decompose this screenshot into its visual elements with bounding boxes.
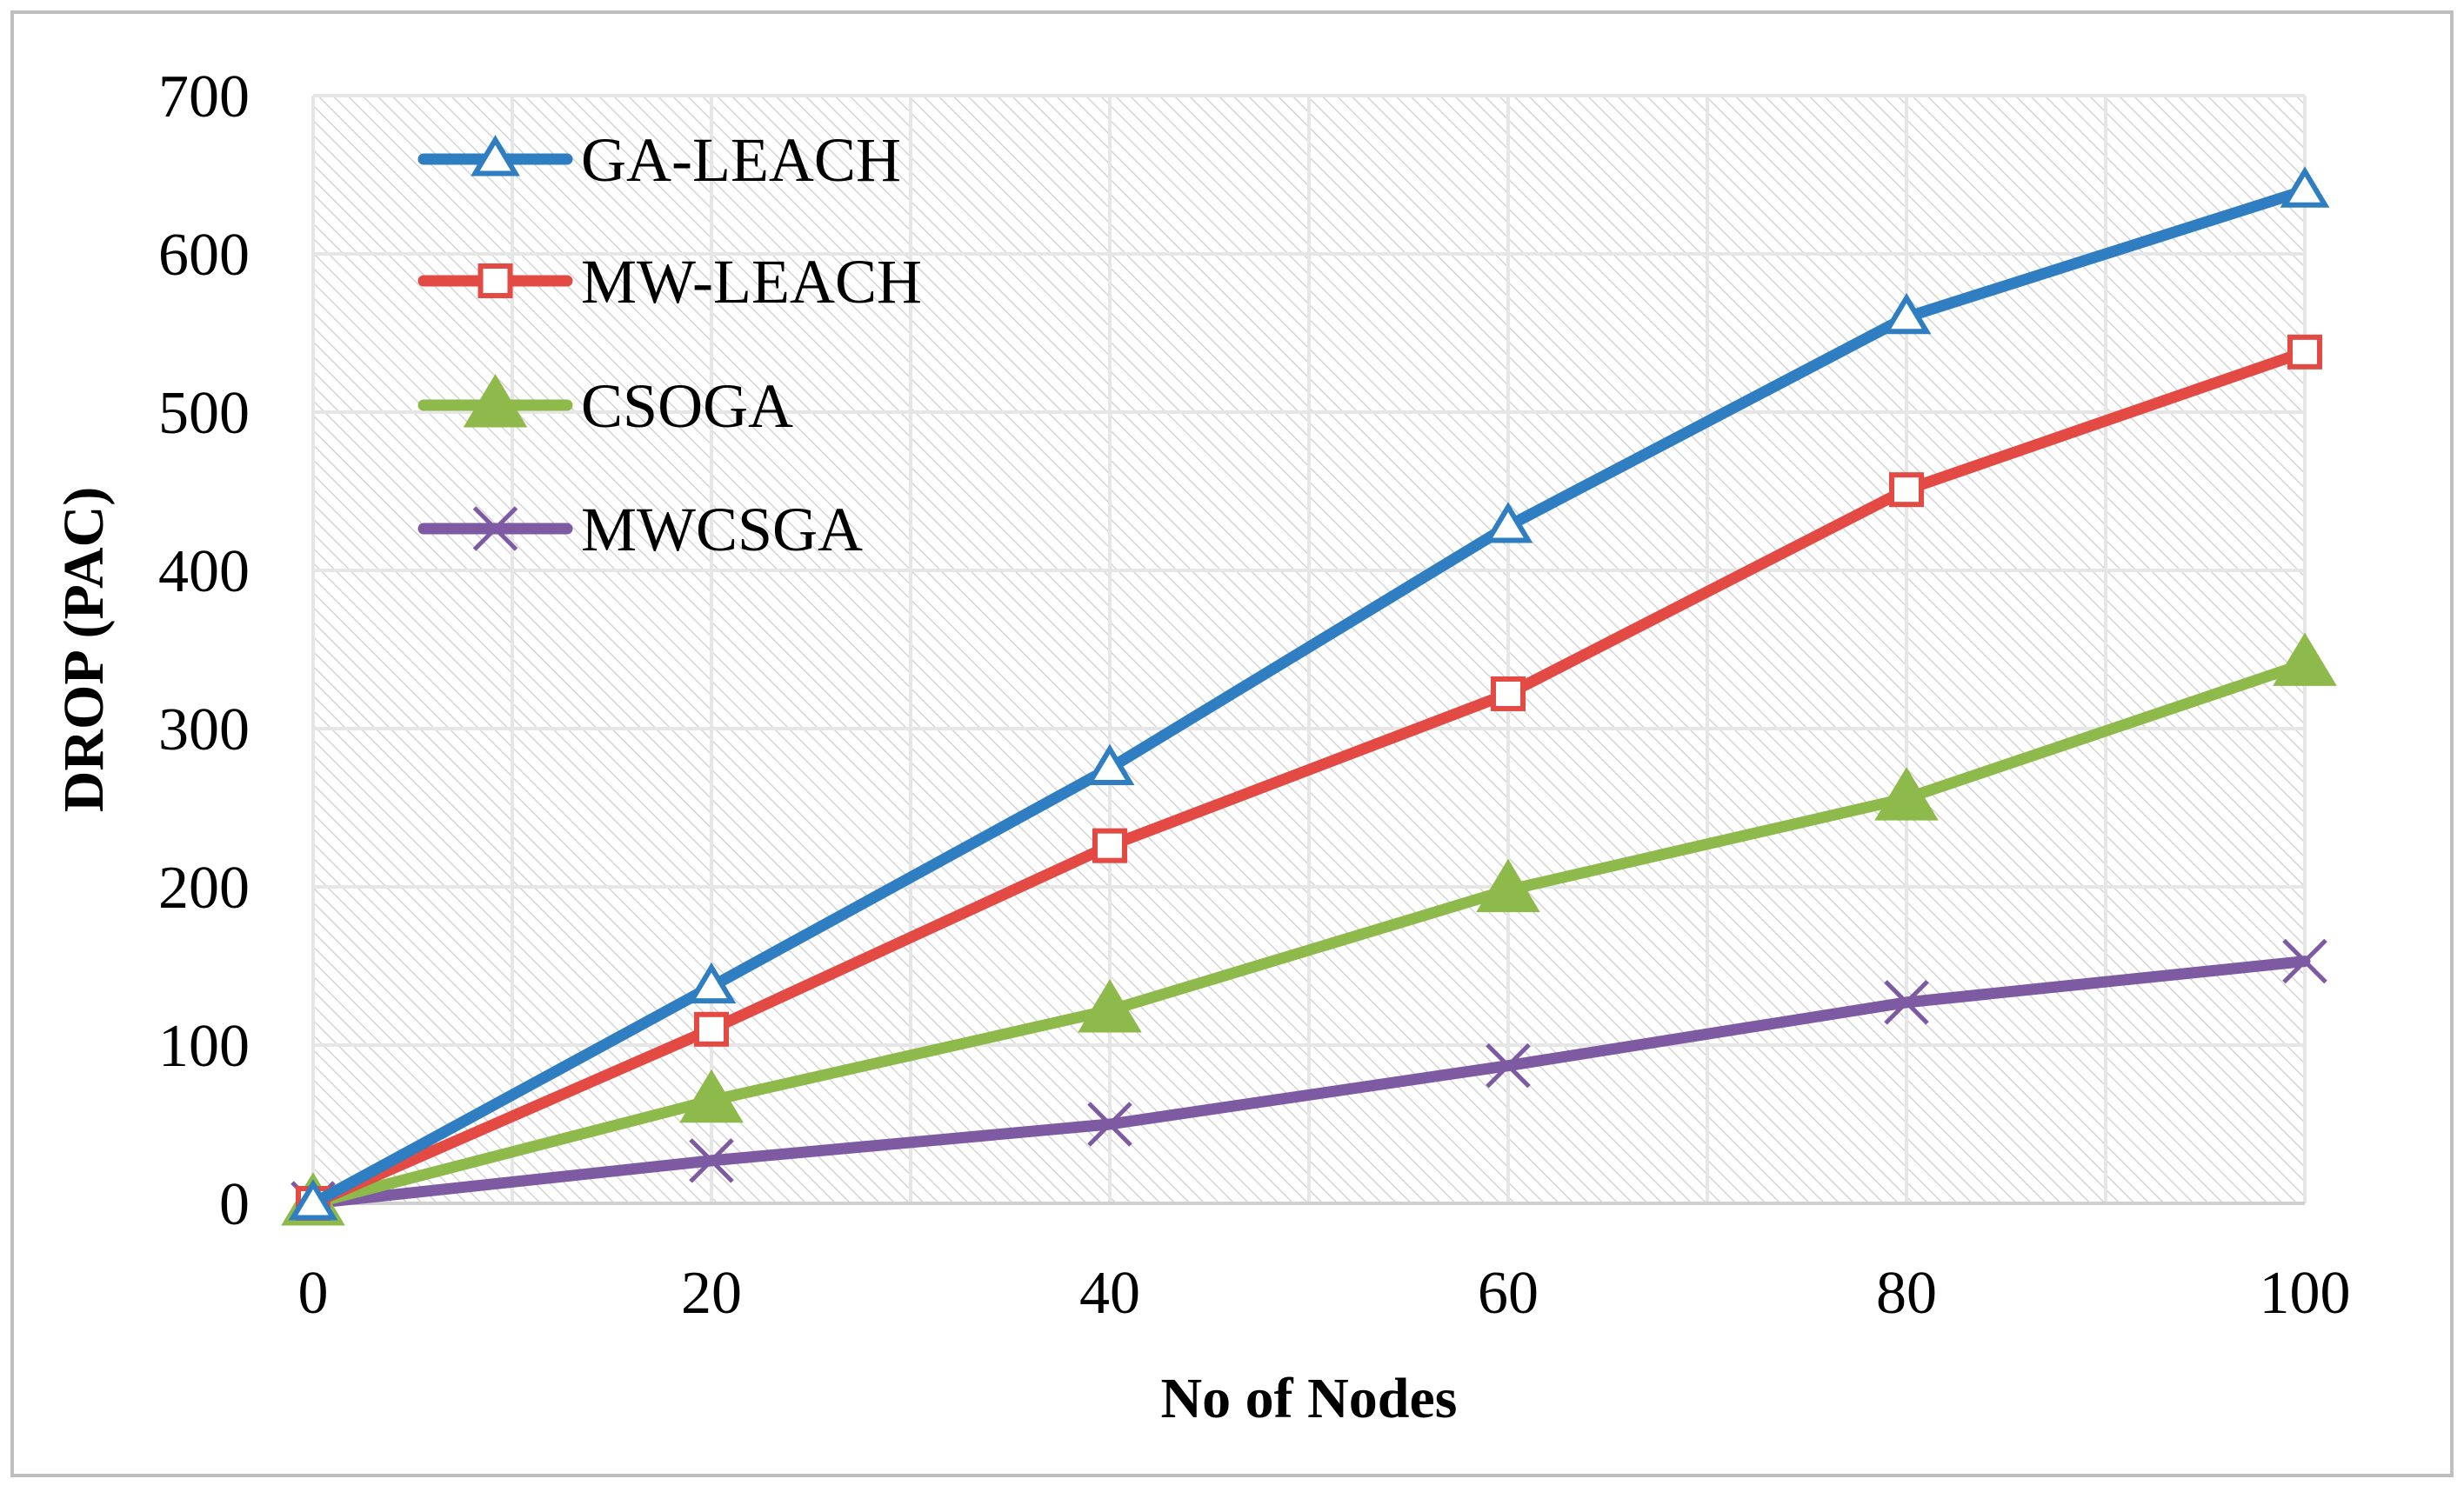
y-axis-title: DROP (PAC) bbox=[52, 487, 116, 813]
data-point-ga-leach bbox=[1085, 743, 1135, 785]
x-tick-label: 40 bbox=[1079, 1260, 1140, 1327]
y-tick-label: 400 bbox=[158, 538, 250, 605]
legend-marker bbox=[472, 506, 518, 551]
data-point-csoga bbox=[1874, 767, 1939, 821]
data-point-ga-leach bbox=[288, 1179, 338, 1221]
y-tick-label: 200 bbox=[158, 855, 250, 922]
legend-marker bbox=[477, 263, 513, 298]
axes: 0 100 200 300 400 500 600 700 0 20 40 60 80 100 bbox=[158, 63, 2351, 1327]
legend-item-mw-leach: MW-LEACH bbox=[417, 247, 922, 316]
x-tick-label: 80 bbox=[1876, 1260, 1937, 1327]
legend: GA-LEACH MW-LEACH CSOGA MWCSGA bbox=[417, 125, 922, 564]
legend-label: MWCSGA bbox=[581, 495, 863, 564]
data-point-mw-leach bbox=[694, 1011, 729, 1047]
x-axis-title: No of Nodes bbox=[1161, 1367, 1458, 1430]
legend-marker bbox=[463, 374, 528, 428]
data-point-mwcsga bbox=[1087, 1102, 1132, 1147]
data-point-csoga bbox=[1078, 979, 1142, 1033]
data-point-mw-leach bbox=[1092, 828, 1127, 863]
y-tick-label: 100 bbox=[158, 1013, 250, 1080]
data-point-mw-leach bbox=[1889, 472, 1924, 508]
series-ga-leach bbox=[288, 166, 2330, 1221]
data-point-ga-leach bbox=[1483, 502, 1533, 543]
data-point-mwcsga bbox=[1486, 1042, 1531, 1089]
series-line-mwcsga bbox=[307, 956, 2311, 1209]
data-point-mw-leach bbox=[2287, 334, 2322, 370]
data-point-csoga bbox=[2273, 632, 2337, 686]
x-tick-label: 0 bbox=[298, 1260, 329, 1327]
series-line-mw-leach bbox=[307, 346, 2311, 1209]
data-point-ga-leach bbox=[1881, 292, 1932, 335]
y-tick-label: 0 bbox=[219, 1171, 250, 1238]
x-tick-label: 60 bbox=[1478, 1260, 1539, 1327]
series-line-csoga bbox=[307, 657, 2311, 1209]
data-point-csoga bbox=[679, 1069, 744, 1123]
data-point-mw-leach bbox=[1491, 676, 1526, 711]
series-line-ga-leach bbox=[307, 184, 2311, 1209]
series-mw-leach bbox=[296, 334, 2322, 1221]
y-tick-label: 700 bbox=[158, 63, 250, 130]
data-point-mwcsga bbox=[689, 1138, 734, 1183]
data-point-csoga bbox=[1476, 858, 1540, 913]
legend-item-csoga: CSOGA bbox=[417, 371, 793, 441]
legend-label: CSOGA bbox=[581, 371, 793, 441]
legend-marker bbox=[471, 135, 520, 177]
y-tick-label: 300 bbox=[158, 696, 250, 763]
legend-item-ga-leach: GA-LEACH bbox=[417, 125, 901, 195]
series-lines bbox=[281, 166, 2337, 1226]
legend-label: MW-LEACH bbox=[581, 247, 922, 316]
data-point-mwcsga bbox=[2282, 938, 2327, 984]
legend-label: GA-LEACH bbox=[581, 125, 901, 195]
x-tick-label: 20 bbox=[681, 1260, 742, 1327]
x-tick-label: 100 bbox=[2260, 1260, 2351, 1327]
legend-item-mwcsga: MWCSGA bbox=[417, 495, 863, 564]
y-tick-label: 500 bbox=[158, 380, 250, 447]
data-point-mwcsga bbox=[1884, 980, 1929, 1025]
data-point-ga-leach bbox=[686, 962, 737, 1004]
gridlines bbox=[311, 94, 2307, 1205]
y-tick-label: 600 bbox=[158, 222, 250, 289]
data-point-ga-leach bbox=[2280, 166, 2330, 208]
